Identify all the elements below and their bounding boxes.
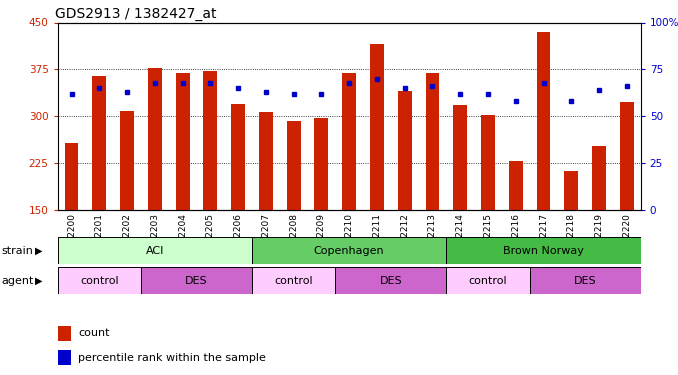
Bar	[176, 72, 190, 210]
Bar	[508, 161, 523, 210]
Bar	[58, 237, 252, 264]
Text: count: count	[78, 328, 109, 338]
Text: Copenhagen: Copenhagen	[314, 246, 384, 256]
Text: DES: DES	[380, 276, 402, 286]
Text: agent: agent	[1, 276, 34, 286]
Text: GDS2913 / 1382427_at: GDS2913 / 1382427_at	[55, 8, 216, 21]
Bar	[370, 44, 384, 210]
Bar	[231, 104, 245, 210]
Text: strain: strain	[1, 246, 33, 256]
Bar	[446, 267, 530, 294]
Bar	[481, 115, 495, 210]
Bar	[342, 72, 356, 210]
Text: ▶: ▶	[35, 276, 43, 286]
Bar	[58, 350, 71, 365]
Text: control: control	[275, 276, 313, 286]
Bar	[120, 111, 134, 210]
Bar	[530, 267, 641, 294]
Bar	[259, 112, 273, 210]
Text: DES: DES	[185, 276, 207, 286]
Text: DES: DES	[574, 276, 597, 286]
Text: percentile rank within the sample: percentile rank within the sample	[78, 353, 266, 363]
Bar	[252, 237, 446, 264]
Text: control: control	[80, 276, 119, 286]
Bar	[148, 68, 162, 210]
Bar	[287, 121, 300, 210]
Bar	[536, 32, 551, 210]
Bar	[252, 267, 336, 294]
Bar	[58, 326, 71, 340]
Bar	[620, 102, 634, 210]
Text: ▶: ▶	[35, 246, 43, 256]
Text: control: control	[468, 276, 507, 286]
Bar	[315, 117, 328, 210]
Bar	[426, 72, 439, 210]
Bar	[454, 105, 467, 210]
Bar	[398, 91, 412, 210]
Bar	[592, 146, 606, 210]
Bar	[141, 267, 252, 294]
Text: ACI: ACI	[146, 246, 164, 256]
Bar	[564, 171, 578, 210]
Bar	[92, 76, 106, 210]
Bar	[58, 267, 141, 294]
Bar	[336, 267, 446, 294]
Bar	[203, 71, 217, 210]
Bar	[446, 237, 641, 264]
Bar	[64, 142, 79, 210]
Text: Brown Norway: Brown Norway	[503, 246, 584, 256]
